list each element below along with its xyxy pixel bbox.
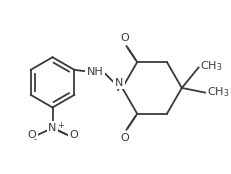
Text: N: N	[114, 78, 123, 88]
Text: CH$_3$: CH$_3$	[206, 86, 228, 100]
Text: O: O	[120, 33, 129, 43]
Text: N: N	[48, 123, 57, 133]
Text: +: +	[57, 121, 64, 130]
Text: -: -	[34, 136, 37, 145]
Text: CH$_3$: CH$_3$	[200, 59, 222, 73]
Text: O: O	[69, 130, 78, 140]
Text: O: O	[27, 130, 36, 140]
Text: NH: NH	[86, 67, 103, 77]
Text: O: O	[120, 133, 129, 143]
